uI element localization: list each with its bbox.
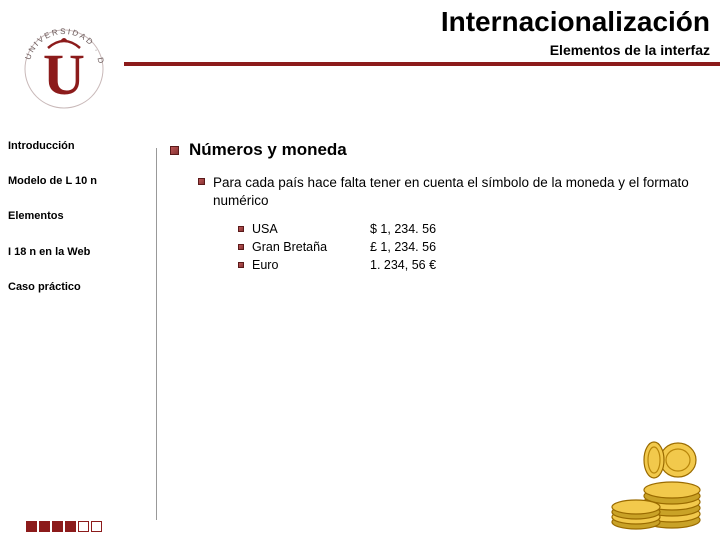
progress-block [26,521,37,532]
vertical-divider [156,148,157,520]
content-point-text: Para cada país hace falta tener en cuent… [213,174,693,210]
progress-block [39,521,50,532]
content-point: Para cada país hace falta tener en cuent… [198,174,710,210]
example-label: Gran Bretaña [252,240,362,254]
bullet-icon [170,146,179,155]
footer-progress-blocks [26,521,102,532]
svg-text:U: U [43,42,85,107]
nav-item-modelo[interactable]: Modelo de L 10 n [8,175,128,188]
example-label: Euro [252,258,362,272]
bullet-icon [198,178,205,185]
nav-item-elementos[interactable]: Elementos [8,210,128,223]
content-heading: Números y moneda [189,140,347,160]
nav-item-i18n-web[interactable]: I 18 n en la Web [8,246,128,259]
sidebar: Introducción Modelo de L 10 n Elementos … [8,140,128,316]
example-value: 1. 234, 56 € [370,258,490,272]
content-heading-row: Números y moneda [170,140,710,160]
example-value: £ 1, 234. 56 [370,240,490,254]
page-subtitle: Elementos de la interfaz [550,42,710,58]
progress-block-empty [78,521,89,532]
bullet-icon [238,262,244,268]
nav-item-introduccion[interactable]: Introducción [8,140,128,153]
page-title: Internacionalización [441,6,710,38]
progress-block [65,521,76,532]
bullet-icon [238,244,244,250]
progress-block [52,521,63,532]
example-row: Euro 1. 234, 56 € [238,258,710,272]
content: Números y moneda Para cada país hace fal… [170,140,710,276]
example-value: $ 1, 234. 56 [370,222,490,236]
example-row: Gran Bretaña £ 1, 234. 56 [238,240,710,254]
header-rule [124,62,720,66]
example-row: USA $ 1, 234. 56 [238,222,710,236]
university-logo: UNIVERSIDAD · DE · SEVILLA U [14,14,114,114]
bullet-icon [238,226,244,232]
nav-item-caso-practico[interactable]: Caso práctico [8,281,128,294]
examples-list: USA $ 1, 234. 56 Gran Bretaña £ 1, 234. … [238,222,710,272]
progress-block-empty [91,521,102,532]
coins-icon [600,422,710,532]
example-label: USA [252,222,362,236]
